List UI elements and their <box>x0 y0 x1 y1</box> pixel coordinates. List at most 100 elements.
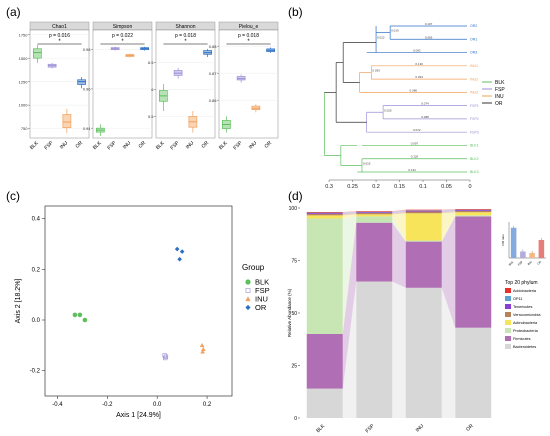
data-point <box>245 296 251 302</box>
bar-segment-Verrucomicrobia <box>306 213 343 216</box>
data-point <box>245 288 251 293</box>
box-INU <box>62 114 72 129</box>
leaf-label: FSP1 <box>470 104 479 108</box>
y-tick-label: 1250 <box>19 79 29 84</box>
bar-segment-Bacteroidetes <box>405 287 442 418</box>
flow-connector-Tenericutes <box>342 212 357 214</box>
y-tick-label: 6 <box>151 87 154 92</box>
y-tick-label: 50 <box>291 311 297 317</box>
x-tick-label: FSP <box>106 140 118 152</box>
legend-title: Group <box>242 263 265 272</box>
inset-bar-BLK <box>510 227 517 258</box>
bar-segment-Firmicutes <box>455 216 492 328</box>
flow-connector-Tenericutes <box>392 210 406 214</box>
hierarchical-clustering-tree: 0.107 OR2 0.069 OR1 0.092 OR3 0.130 INU1 0.094 IN… <box>324 22 505 190</box>
legend-swatch <box>505 320 511 325</box>
x-tick-label: 0 <box>468 184 471 190</box>
legend-label: BLK <box>255 278 269 287</box>
flow-connector-Acidobacteria <box>441 209 456 211</box>
bar-segment-Tenericutes <box>405 210 442 212</box>
legend-label: OP11 <box>513 297 522 301</box>
inset-x-label: BLK <box>508 260 515 267</box>
bar-segment-Firmicutes <box>356 222 393 282</box>
significance-star: * <box>247 39 250 45</box>
branch-length-label: 0.025 <box>384 108 392 112</box>
bar-segment-Acidobacteria <box>455 209 492 210</box>
leaf-label: OR2 <box>470 24 477 28</box>
leaf-branch-value: 0.069 <box>425 35 433 39</box>
x-tick-label: 0.15 <box>394 184 405 190</box>
bar-segment-Bacteroidetes <box>356 281 393 418</box>
bar-segment-Verrucomicrobia <box>356 213 393 215</box>
p-value-label: p = 0.018 <box>238 33 259 39</box>
plot-frame <box>44 205 233 397</box>
x-tick-label: -0.2 <box>102 402 113 408</box>
inset-x-label: INU <box>527 260 533 266</box>
leaf-label: BLK1 <box>470 144 479 148</box>
facet-title: Simpson <box>113 24 133 30</box>
branch-length-label: 0.022 <box>377 35 385 39</box>
legend-label: OR <box>255 303 267 312</box>
x-tick-label: FSP <box>43 140 55 152</box>
y-tick-label: 100 <box>289 206 298 212</box>
flow-connector-Verrucomicrobia <box>441 210 456 214</box>
flow-connector-Firmicutes <box>392 222 406 288</box>
data-point <box>174 246 180 252</box>
legend-label: FSP <box>495 87 505 93</box>
x-tick-label: 0.0 <box>153 402 162 408</box>
facet-frame <box>92 29 153 139</box>
significance-star: * <box>121 39 124 45</box>
flow-connector-Tenericutes <box>441 210 456 212</box>
facet-title: Chao1 <box>52 24 67 30</box>
branch-length-label: 0.015 <box>363 161 371 165</box>
bar-segment-Actinobacteria <box>306 215 343 219</box>
legend-label: BLK <box>495 80 505 86</box>
p-value-label: p = 0.016 <box>49 33 70 39</box>
pcoa-scatter-plot: -0.4 -0.2 0.0 0.2 -0.2 0.0 0.2 0.4 Axis 1 [24.9%… <box>15 205 270 419</box>
x-tick-label: 0.3 <box>325 184 333 190</box>
significance-star: * <box>58 39 61 45</box>
panel-label-b: (b) <box>288 5 303 19</box>
branch-length-label: 0.039 <box>372 68 380 72</box>
y-tick-label: 0.94 <box>83 126 92 131</box>
leaf-label: INU3 <box>470 91 478 95</box>
x-tick-label: OR <box>200 140 210 150</box>
data-point <box>77 312 83 318</box>
y-tick-label: 0.0 <box>32 318 41 324</box>
leaf-branch-value: 0.094 <box>415 75 423 79</box>
y-axis-label: Axis 2 [18.2%] <box>15 279 22 324</box>
y-tick-label: 0 <box>294 416 297 422</box>
bar-segment-Verrucomicrobia <box>405 211 442 214</box>
inset-bar-FSP <box>520 251 526 258</box>
flow-connector-Proteobacteria <box>441 215 456 242</box>
legend-label: Actinobacteria <box>513 321 538 325</box>
leaf-label: FSP3 <box>470 130 479 134</box>
bar-segment-Firmicutes <box>405 241 442 288</box>
x-tick-label: FSP <box>169 140 181 152</box>
y-tick-label: 0.2 <box>32 267 41 273</box>
data-point <box>199 343 205 348</box>
x-tick-label: INU <box>248 140 259 151</box>
bar-segment-Bacteroidetes <box>306 388 343 418</box>
x-tick-label: INU <box>185 140 196 151</box>
x-tick-label: BLK <box>315 423 326 434</box>
x-tick-label: OR <box>465 423 475 433</box>
bar-segment-Bacteroidetes <box>455 327 492 418</box>
x-tick-label: 0.05 <box>441 184 452 190</box>
leaf-label: OR1 <box>470 37 477 41</box>
bar-segment-Acidobacteria <box>405 209 442 211</box>
legend-label: INU <box>495 94 504 100</box>
bar-segment-Proteobacteria <box>405 240 442 242</box>
facet-frame <box>218 29 279 139</box>
y-tick-label: 25 <box>291 363 297 369</box>
flow-connector-Verrucomicrobia <box>392 211 406 215</box>
x-tick-label: INU <box>415 423 426 434</box>
data-point <box>177 256 182 262</box>
flow-connector-OP11 <box>441 209 456 211</box>
bar-segment-Firmicutes <box>306 334 343 389</box>
facet-frame <box>155 29 216 139</box>
box-BLK <box>33 48 42 59</box>
x-tick-label: 0.1 <box>419 184 427 190</box>
